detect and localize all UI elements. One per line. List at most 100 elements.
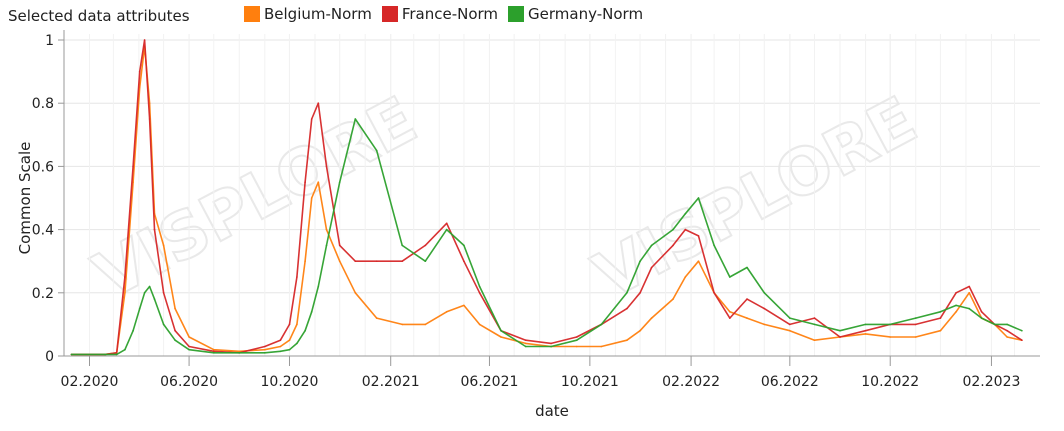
data-point	[424, 244, 427, 247]
series-line-belgium-norm	[71, 45, 1023, 356]
data-point	[864, 323, 867, 326]
y-axis-label: Common Scale	[16, 142, 34, 255]
legend-item-france[interactable]: France-Norm	[381, 5, 499, 23]
data-point	[162, 323, 165, 326]
x-tick-label: 06.2022	[761, 374, 819, 390]
data-point	[524, 342, 527, 345]
data-point	[524, 339, 527, 342]
data-point	[600, 323, 603, 326]
data-point	[626, 307, 628, 310]
data-point	[279, 345, 282, 348]
data-point	[213, 348, 215, 351]
data-point	[445, 222, 448, 225]
data-point	[296, 342, 298, 345]
watermark: VISPLORE VISPLORE	[82, 82, 930, 315]
x-tick-label: 02.2021	[362, 374, 420, 390]
legend: Belgium-Norm France-Norm Germany-Norm	[244, 5, 653, 23]
data-point	[188, 345, 190, 348]
data-point	[729, 276, 731, 278]
legend-item-belgium[interactable]: Belgium-Norm	[244, 5, 372, 23]
x-tick-label: 06.2020	[160, 374, 218, 390]
legend-swatch-germany	[508, 6, 525, 22]
data-point	[143, 292, 146, 294]
data-point	[813, 339, 816, 342]
chart-title: Selected data attributes	[8, 7, 190, 25]
data-point	[697, 235, 700, 237]
data-point	[463, 260, 465, 263]
data-point	[115, 352, 118, 354]
y-tick-label: 1	[45, 33, 54, 49]
x-tick-label: 02.2023	[962, 374, 1020, 390]
data-point	[500, 336, 502, 338]
legend-label-germany: Germany-Norm	[528, 5, 644, 23]
data-point	[650, 266, 653, 269]
data-point	[650, 244, 653, 247]
data-point	[354, 260, 357, 263]
data-point	[338, 244, 341, 247]
data-point	[813, 323, 816, 326]
data-point	[763, 307, 766, 310]
data-point	[1006, 336, 1008, 338]
data-point	[213, 352, 215, 354]
x-axis-label: date	[535, 402, 569, 420]
data-point	[500, 329, 502, 332]
x-tick-label: 10.2022	[861, 374, 919, 390]
data-point	[763, 292, 766, 294]
data-point	[550, 345, 552, 348]
data-point	[124, 276, 126, 278]
data-point	[174, 329, 176, 332]
legend-swatch-belgium	[244, 6, 260, 22]
data-point	[478, 323, 481, 326]
data-point	[288, 348, 291, 351]
data-point	[713, 292, 715, 294]
data-point	[338, 181, 341, 183]
data-point	[325, 165, 328, 168]
data-point	[672, 244, 674, 247]
data-point	[143, 39, 146, 41]
x-tick-label: 10.2020	[261, 374, 319, 390]
data-point	[401, 323, 404, 326]
data-point	[174, 307, 176, 310]
data-point	[238, 352, 241, 354]
data-point	[288, 339, 291, 342]
data-point	[684, 276, 687, 278]
data-point	[310, 118, 313, 120]
data-point	[115, 353, 118, 356]
y-tick-label: 0	[45, 349, 54, 365]
data-point	[264, 345, 266, 348]
data-point	[746, 266, 748, 269]
data-point	[188, 348, 190, 351]
data-point	[1006, 323, 1008, 326]
legend-label-france: France-Norm	[401, 5, 499, 23]
data-point	[310, 197, 313, 199]
data-point	[729, 311, 731, 313]
data-point	[968, 292, 970, 294]
data-point	[889, 336, 891, 338]
data-point	[626, 339, 628, 342]
data-point	[153, 228, 156, 231]
data-point	[288, 323, 291, 326]
x-tick-label: 02.2022	[662, 374, 720, 390]
data-point	[279, 339, 282, 342]
data-point	[70, 353, 73, 356]
data-point	[672, 228, 674, 231]
data-point	[132, 165, 134, 168]
data-point	[317, 285, 320, 288]
data-point	[729, 317, 731, 319]
data-point	[789, 329, 791, 332]
data-point	[1006, 329, 1008, 332]
data-point	[746, 298, 748, 300]
y-tick-label: 0.2	[32, 286, 54, 302]
data-point	[138, 307, 141, 310]
data-point	[839, 336, 841, 338]
data-point	[575, 339, 578, 342]
legend-item-germany[interactable]: Germany-Norm	[508, 5, 643, 23]
data-point	[955, 304, 957, 307]
data-point	[684, 228, 687, 231]
data-point	[354, 292, 357, 294]
data-point	[713, 244, 715, 247]
data-point	[188, 336, 190, 338]
data-point	[238, 350, 241, 353]
data-point	[213, 350, 215, 353]
